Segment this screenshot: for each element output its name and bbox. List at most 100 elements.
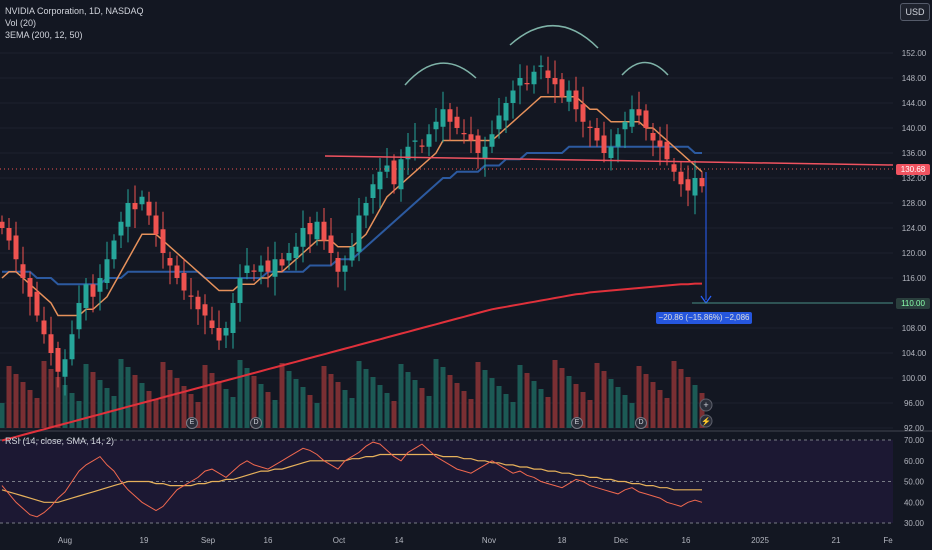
- earnings-marker[interactable]: E: [571, 417, 583, 429]
- candle-body: [132, 203, 138, 210]
- candle-body: [0, 221, 5, 228]
- candle-body: [601, 135, 607, 153]
- volume-bar: [664, 398, 670, 428]
- candle-body: [6, 228, 12, 241]
- volume-bar: [125, 367, 131, 428]
- volume-bar: [48, 369, 54, 428]
- volume-bar: [517, 365, 523, 428]
- volume-bar: [433, 359, 439, 428]
- time-axis-label: Dec: [614, 536, 628, 545]
- candle-body: [447, 109, 453, 122]
- volume-bar: [132, 375, 138, 428]
- candle-body: [202, 304, 208, 316]
- chart-legend: NVIDIA Corporation, 1D, NASDAQ Vol (20) …: [5, 5, 144, 41]
- candle-body: [461, 133, 467, 135]
- earnings-marker[interactable]: E: [186, 417, 198, 429]
- time-axis-label: 14: [395, 536, 404, 545]
- volume-bar: [622, 395, 628, 428]
- volume-bar: [510, 402, 516, 428]
- candle-body: [699, 178, 705, 187]
- volume-bar: [566, 376, 572, 428]
- volume-bar: [244, 368, 250, 428]
- candle-body: [552, 78, 558, 85]
- volume-bar: [237, 360, 243, 428]
- ema-indicator-label[interactable]: 3EMA (200, 12, 50): [5, 30, 83, 40]
- candle-body: [209, 320, 215, 328]
- volume-bar: [503, 394, 509, 428]
- volume-bar: [300, 387, 306, 428]
- volume-bar: [293, 379, 299, 428]
- candle-body: [279, 259, 285, 266]
- volume-bar: [6, 366, 12, 428]
- candle-body: [286, 253, 292, 261]
- volume-bar: [146, 391, 152, 428]
- candle-body: [41, 320, 47, 335]
- candle-body: [34, 291, 40, 316]
- candle-body: [685, 179, 691, 191]
- volume-bar: [90, 372, 96, 428]
- ema200-line: [1, 282, 702, 442]
- volume-bar: [629, 403, 635, 428]
- candle-body: [587, 126, 593, 128]
- candle-body: [328, 235, 334, 253]
- volume-bar: [685, 377, 691, 428]
- candle-body: [405, 146, 411, 160]
- dividend-marker[interactable]: D: [635, 417, 647, 429]
- symbol-title[interactable]: NVIDIA Corporation, 1D, NASDAQ: [5, 6, 144, 16]
- rsi-ma-line: [1, 453, 702, 503]
- candle-body: [216, 328, 222, 341]
- candle-body: [664, 141, 670, 160]
- volume-bar: [69, 393, 75, 428]
- left-shoulder-arc: [404, 62, 477, 86]
- candle-body: [545, 70, 551, 78]
- candle-body: [258, 265, 264, 272]
- candle-body: [104, 259, 110, 283]
- candle-body: [27, 278, 33, 297]
- currency-button[interactable]: USD: [900, 3, 930, 21]
- volume-bar: [692, 385, 698, 428]
- volume-bar: [377, 385, 383, 428]
- candle-body: [412, 140, 418, 142]
- candle-body: [160, 229, 166, 253]
- candle-body: [13, 235, 19, 260]
- candle-body: [538, 65, 544, 67]
- head-arc: [509, 25, 599, 49]
- rsi-indicator-label[interactable]: RSI (14, close, SMA, 14, 2): [5, 436, 115, 446]
- volume-bar: [615, 387, 621, 428]
- volume-bar: [538, 389, 544, 428]
- add-icon: [699, 398, 713, 412]
- measure-label[interactable]: −20.86 (−15.86%) −2,086: [656, 312, 752, 324]
- price-axis-label: 116.00: [902, 274, 926, 283]
- volume-bar: [643, 374, 649, 428]
- rsi-axis-label: 30.00: [904, 519, 925, 528]
- candle-body: [475, 135, 481, 153]
- volume-bar: [174, 378, 180, 428]
- candle-body: [496, 115, 502, 130]
- volume-bar: [475, 362, 481, 428]
- price-axis-label: 124.00: [902, 224, 927, 233]
- volume-bar: [398, 364, 404, 428]
- candle-body: [314, 221, 320, 240]
- volume-bar: [83, 364, 89, 428]
- candle-body: [321, 221, 327, 241]
- volume-bar: [678, 369, 684, 428]
- volume-bar: [671, 361, 677, 428]
- volume-bar: [601, 371, 607, 428]
- volume-bar: [265, 392, 271, 428]
- candle-body: [678, 171, 684, 185]
- candle-body: [111, 240, 117, 260]
- volume-bar: [321, 366, 327, 428]
- volume-bar: [216, 381, 222, 428]
- last-price-tag: 130.68: [896, 164, 930, 175]
- candle-body: [594, 128, 600, 141]
- candle-body: [342, 265, 348, 272]
- candle-body: [517, 78, 523, 86]
- dividend-marker[interactable]: D: [250, 417, 262, 429]
- volume-bar: [286, 371, 292, 428]
- lightning-icon-glyph: ⚡: [701, 416, 711, 426]
- volume-indicator-label[interactable]: Vol (20): [5, 18, 37, 28]
- volume-bar: [384, 393, 390, 428]
- volume-bar: [34, 398, 40, 428]
- candle-body: [153, 215, 159, 235]
